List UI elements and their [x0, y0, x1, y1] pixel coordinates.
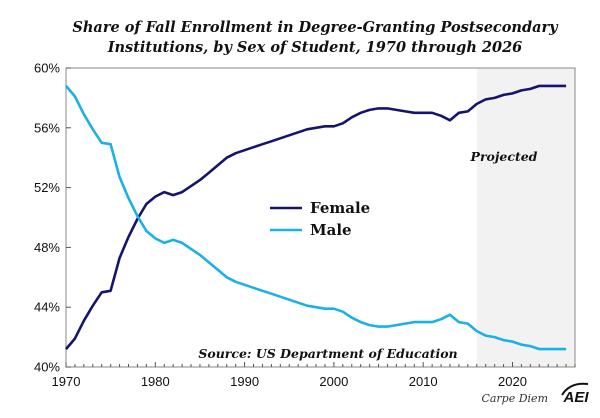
x-tick-label: 1990: [230, 374, 259, 389]
x-tick-label: 1980: [141, 374, 170, 389]
chart-title: Share of Fall Enrollment in Degree-Grant…: [72, 19, 559, 56]
x-tick-label: 2020: [498, 374, 527, 389]
y-tick-label: 60%: [34, 61, 60, 76]
chart-title-line-1: Share of Fall Enrollment in Degree-Grant…: [72, 19, 559, 36]
plot-frame: [65, 67, 576, 368]
y-tick-label: 56%: [34, 120, 60, 135]
source-note: Source: US Department of Education: [198, 346, 457, 361]
footer-brand: Carpe Diem: [481, 392, 548, 405]
aei-logo-text: AEI: [562, 389, 589, 406]
y-tick-label: 48%: [34, 240, 60, 255]
x-tick-label: 2000: [319, 374, 348, 389]
x-tick-label: 1970: [52, 374, 81, 389]
series-line-female: [65, 84, 567, 350]
legend-label-female: Female: [310, 199, 370, 217]
annotations: Projected Source: US Department of Educa…: [198, 149, 537, 361]
series-lines: [65, 84, 567, 351]
legend-label-male: Male: [310, 221, 352, 239]
x-tick-label: 2010: [409, 374, 438, 389]
aei-logo: AEI: [561, 382, 589, 406]
y-tick-label: 40%: [34, 360, 60, 375]
projected-label: Projected: [470, 149, 538, 164]
series-line-male: [65, 85, 567, 351]
chart-title-line-2: Institutions, by Sex of Student, 1970 th…: [107, 39, 523, 56]
axes: 1970 1980 1990 2000 2010 2020 40% 44% 48% 52% 56% 6…: [34, 61, 576, 389]
aei-logo-arc: [561, 382, 589, 396]
legend: Female Male: [270, 199, 370, 239]
footer: Carpe Diem AEI: [481, 382, 589, 406]
y-tick-label: 52%: [34, 180, 60, 195]
projected-region: [476, 68, 575, 367]
y-tick-label: 44%: [34, 300, 60, 315]
